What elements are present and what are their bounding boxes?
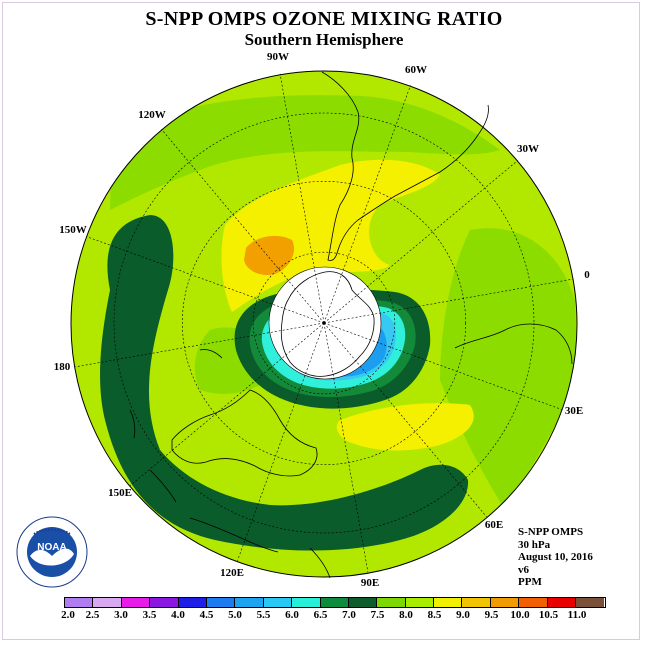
color-scale-swatch: [93, 598, 122, 607]
color-scale-tick-label: 8.0: [399, 609, 413, 621]
lon-label-30w: 30W: [517, 143, 539, 155]
lon-label-150w: 150W: [59, 224, 87, 236]
map-title: S-NPP OMPS OZONE MIXING RATIO: [145, 8, 503, 30]
ozone-region-8-0-south: [336, 403, 474, 451]
color-scale-labels: 2.0 2.5 3.0 3.5 4.0 4.5 5.0 5.5 6.0 6.5 7.0 7.5 8.0 8…: [0, 609, 648, 623]
color-scale-tick-label: 3.5: [142, 609, 157, 621]
graticule: [74, 73, 574, 573]
noaa-logo-text: NOAA: [37, 542, 66, 553]
ozone-region-8-0-north: [221, 159, 440, 312]
color-scale-tick-label: 10.5: [538, 609, 559, 621]
color-scale-swatch: [178, 598, 207, 607]
south-pole-dot: [322, 321, 326, 325]
lon-label-90w: 90W: [267, 51, 289, 63]
color-scale-swatch: [206, 598, 236, 607]
color-scale-swatch: [576, 598, 605, 607]
noaa-logo: NOAA: [16, 516, 88, 588]
color-scale-tick-label: 5.5: [256, 609, 271, 621]
color-scale-tick-label: 8.5: [427, 609, 442, 621]
color-scale-tick-label: 4.5: [199, 609, 214, 621]
latitude-circle: [182, 181, 466, 465]
color-scale-swatch: [121, 598, 151, 607]
latitude-circle: [113, 112, 535, 534]
color-scale-tick-label: 7.5: [370, 609, 385, 621]
lon-label-180: 180: [54, 361, 71, 373]
color-scale-swatch: [434, 598, 463, 607]
map-info-block: S-NPP OMPS 30 hPa August 10, 2016 v6 PPM: [518, 526, 593, 589]
color-scale-swatch: [292, 598, 321, 607]
ozone-field: [71, 71, 577, 577]
color-scale-tick-label: 3.0: [114, 609, 128, 621]
coastline-new-zealand: [129, 349, 223, 439]
color-scale-tick-label: 9.0: [456, 609, 470, 621]
color-scale-swatch: [377, 598, 406, 607]
info-instrument: S-NPP OMPS: [518, 526, 584, 538]
color-scale-bar: [64, 597, 606, 608]
info-units: PPM: [518, 576, 542, 588]
coastline-south-america: [321, 71, 489, 261]
lon-label-120w: 120W: [138, 109, 166, 121]
lon-label-90e: 90E: [361, 577, 379, 589]
info-version: v6: [518, 563, 529, 576]
lon-label-30e: 30E: [565, 405, 583, 417]
coastline-southeast-asia: [149, 469, 331, 579]
color-scale-swatch: [405, 598, 435, 607]
color-scale-tick-label: 6.0: [285, 609, 299, 621]
color-scale-swatch: [320, 598, 349, 607]
color-scale-tick-label: 7.0: [342, 609, 356, 621]
color-scale-tick-label: 4.0: [171, 609, 185, 621]
lon-label-60e: 60E: [485, 519, 503, 531]
coastlines: [129, 71, 573, 579]
coastline-antarctica: [280, 271, 375, 377]
lon-label-150e: 150E: [108, 487, 132, 499]
color-scale-swatch: [150, 598, 179, 607]
color-scale-swatch: [490, 598, 520, 607]
lon-label-60w: 60W: [405, 64, 427, 76]
color-scale-swatch: [462, 598, 491, 607]
ozone-region-7-5-north: [110, 95, 500, 210]
lon-label-120e: 120E: [220, 567, 244, 579]
color-scale-swatch: [263, 598, 293, 607]
coastline-africa: [454, 323, 573, 365]
color-scale-tick-label: 10.0: [510, 609, 530, 621]
ozone-dark-band: [100, 215, 469, 551]
color-scale-swatch: [547, 598, 577, 607]
color-scale-tick-label: 2.5: [85, 609, 100, 621]
plot-frame: [2, 2, 640, 640]
color-scale-tick-label: 11.0: [567, 609, 587, 621]
color-scale-tick-label: 9.5: [484, 609, 499, 621]
color-scale-swatch: [348, 598, 378, 607]
map-boundary-circle: [70, 70, 578, 578]
color-scale-swatch: [235, 598, 264, 607]
longitude-labels: 90W 60W 30W 0 30E 60E 90E 120E 150E 180 …: [54, 51, 591, 589]
color-scale-swatch: [65, 598, 94, 607]
ozone-region-8-5-max: [244, 235, 295, 276]
color-scale-swatch: [519, 598, 548, 607]
ozone-region-7-5-east: [440, 228, 577, 510]
map-subtitle: Southern Hemisphere: [244, 30, 404, 49]
info-level: 30 hPa: [518, 538, 551, 551]
lon-label-0: 0: [584, 269, 590, 281]
latitude-circle: [252, 251, 396, 395]
coastline-australia: [171, 389, 318, 477]
color-scale-tick-label: 2.0: [61, 609, 75, 621]
color-scale-tick-label: 5.0: [228, 609, 242, 621]
color-scale-tick-label: 6.5: [313, 609, 328, 621]
info-date: August 10, 2016: [518, 551, 593, 563]
